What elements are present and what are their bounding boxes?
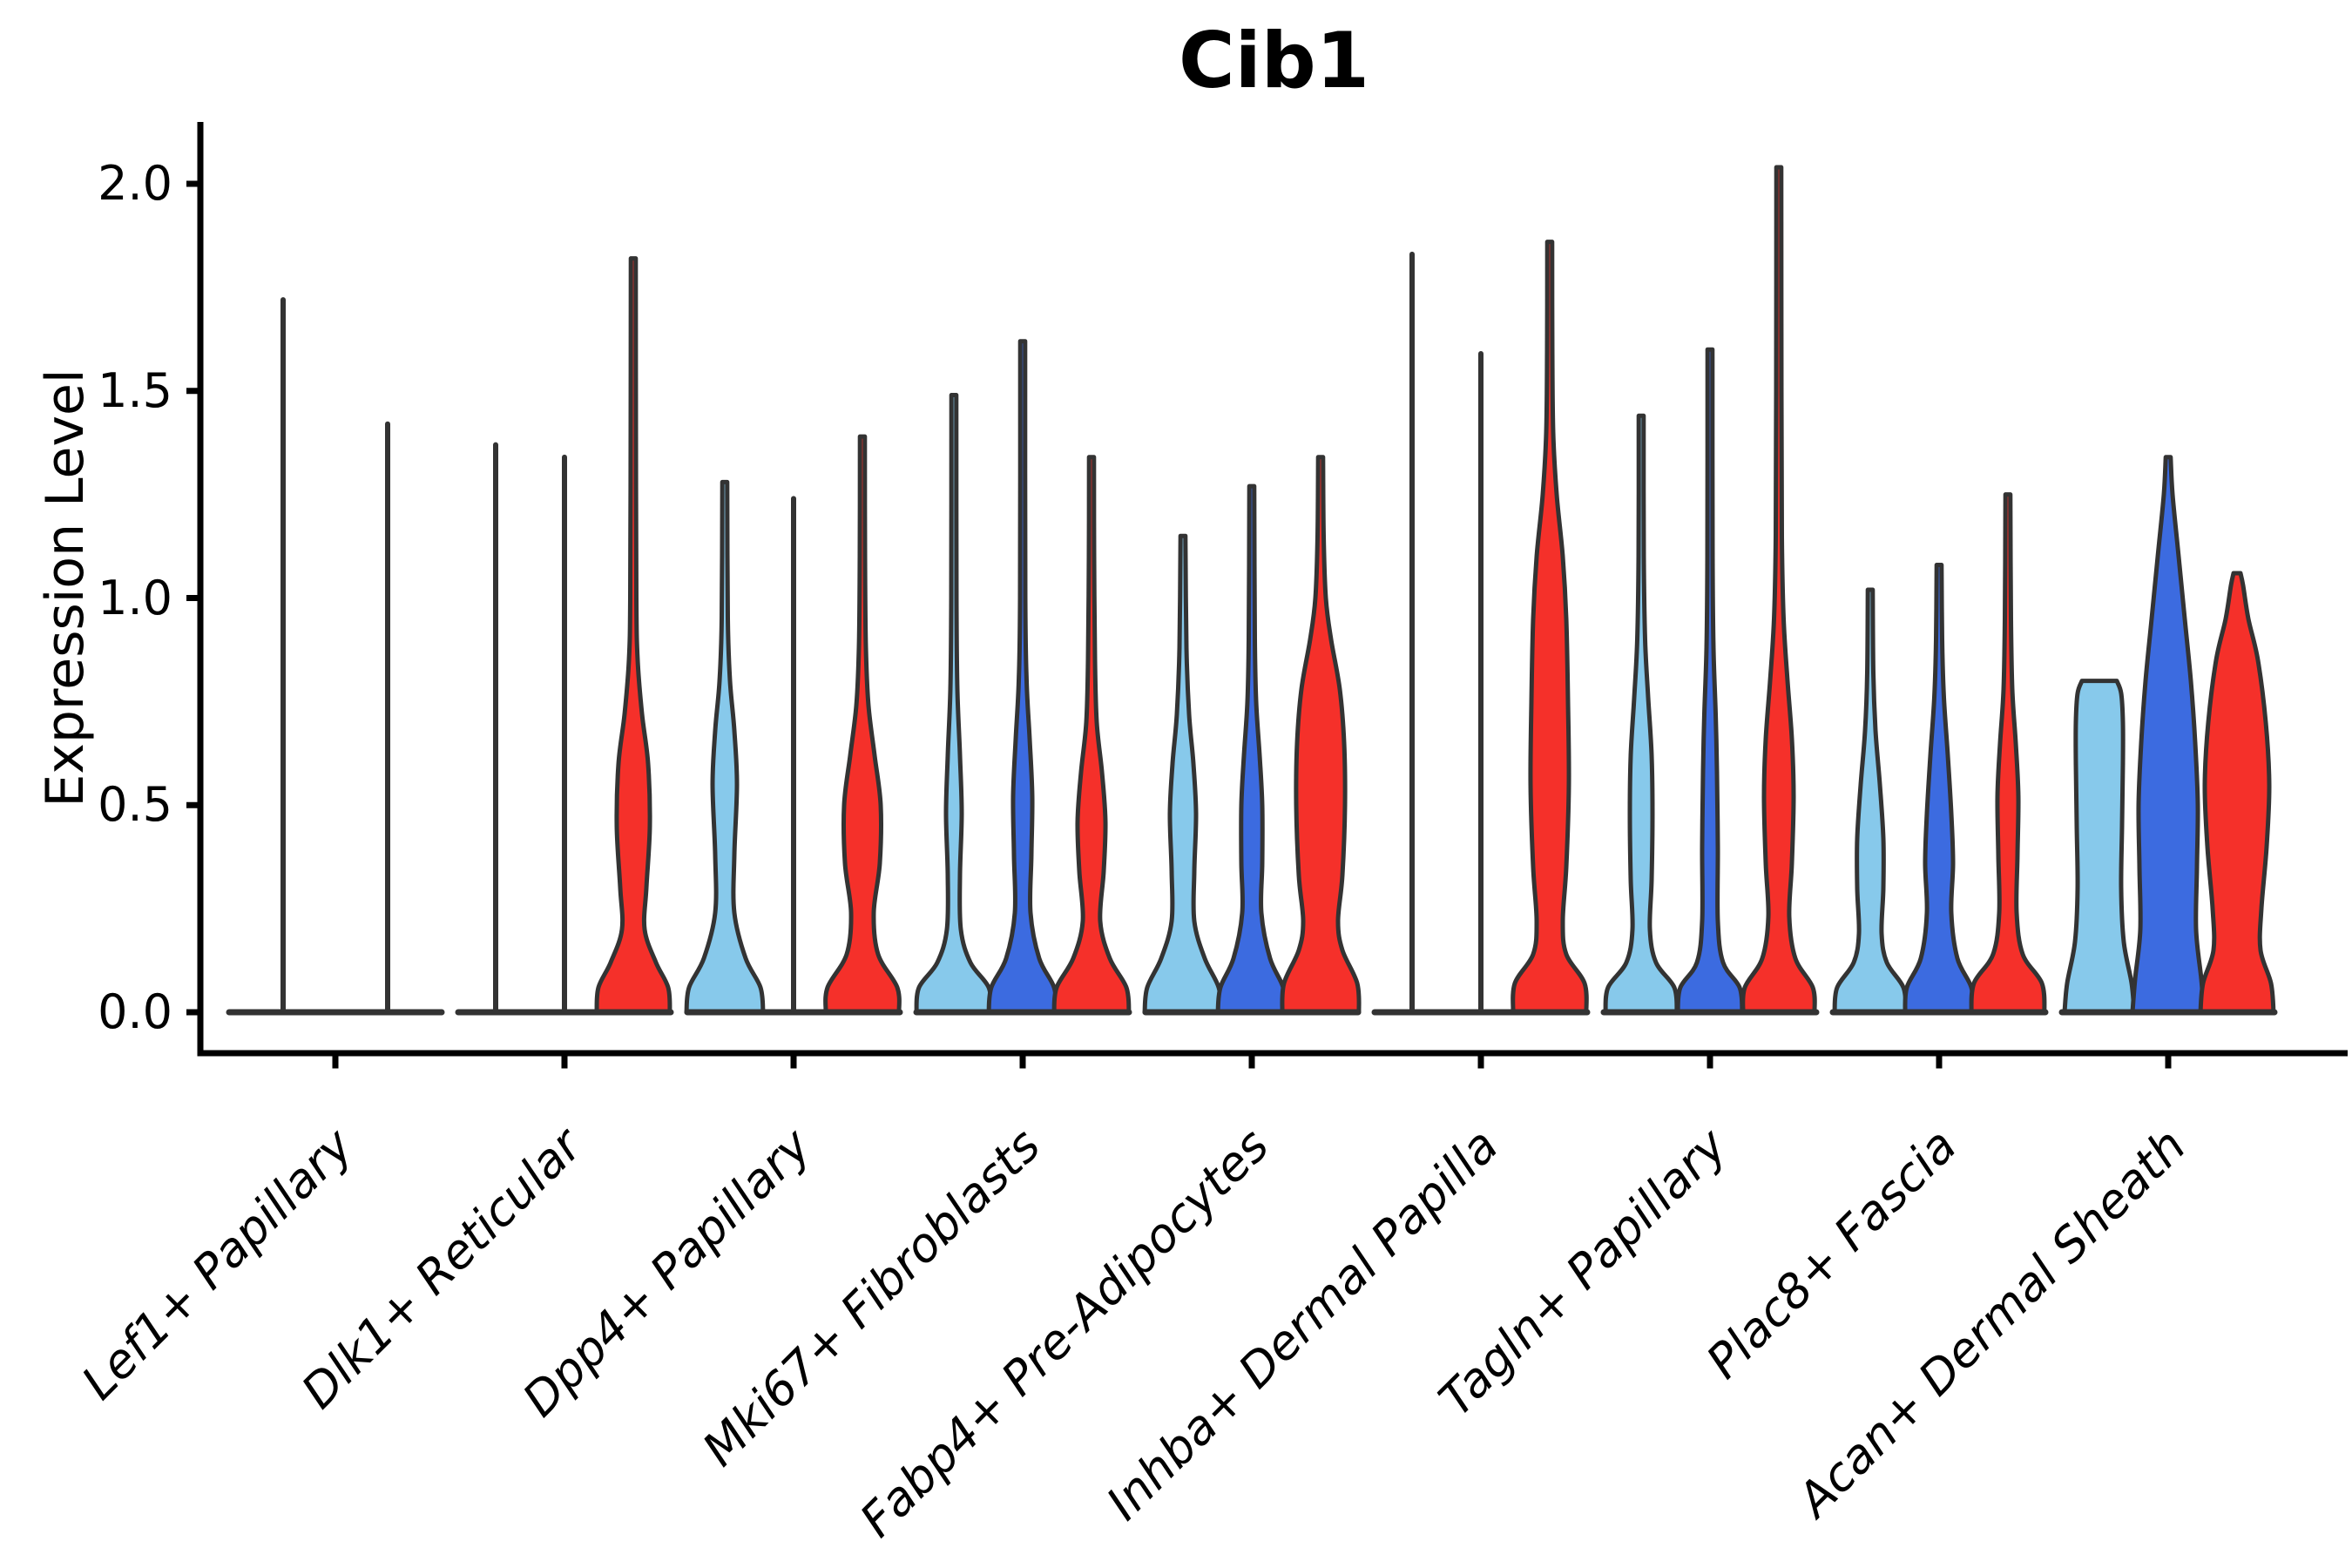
- violin-dark_blue: [1903, 563, 1976, 1015]
- violin-red: [2198, 571, 2276, 1015]
- chart-title: Cib1: [1179, 16, 1369, 105]
- y-tick-label: 2.0: [98, 156, 172, 211]
- violin-light_blue: [684, 479, 766, 1015]
- violin-dark_blue: [986, 339, 1059, 1015]
- violin-light_blue: [1832, 587, 1909, 1015]
- y-tick-label: 1.5: [98, 362, 172, 418]
- violin-red: [1740, 165, 1817, 1015]
- violin-light_blue: [2062, 679, 2137, 1015]
- violin-dark_blue: [1215, 483, 1288, 1015]
- violin-red: [1280, 455, 1362, 1015]
- violin-red: [823, 434, 902, 1015]
- violin-red: [1511, 240, 1589, 1015]
- y-tick-label: 0.5: [98, 777, 172, 833]
- violin-dark_blue: [2130, 455, 2207, 1015]
- violin-red: [1969, 492, 2047, 1015]
- violin-dark_blue: [1675, 347, 1745, 1015]
- violin-light_blue: [1603, 413, 1680, 1015]
- violin-light_blue: [1142, 533, 1224, 1015]
- violin-red: [1051, 455, 1132, 1015]
- violin-red: [594, 256, 672, 1015]
- violin-light_blue: [914, 393, 994, 1015]
- y-tick-label: 0.0: [98, 984, 172, 1039]
- y-tick-label: 1.0: [98, 570, 172, 625]
